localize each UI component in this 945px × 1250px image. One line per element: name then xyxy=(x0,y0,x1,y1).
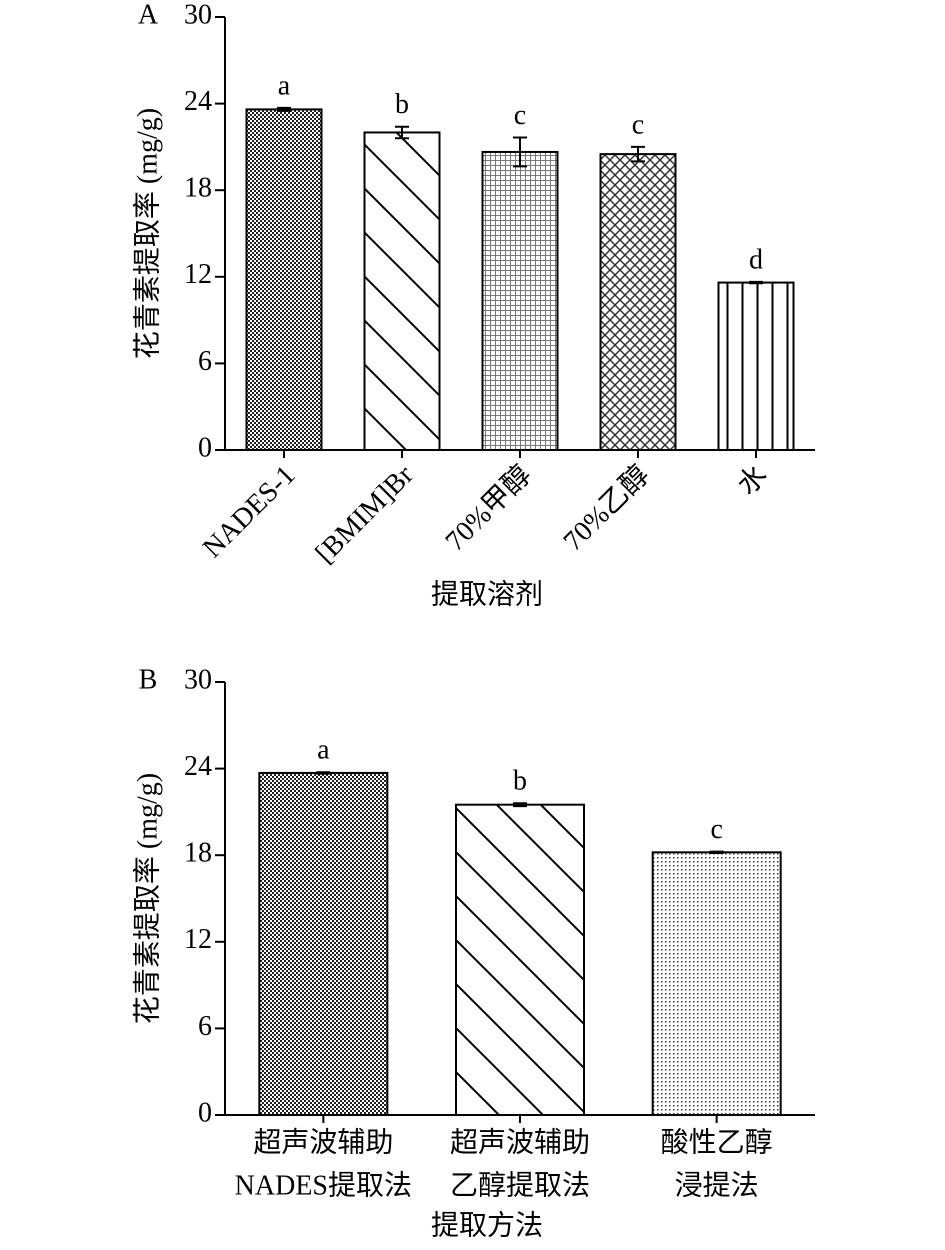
error-bar xyxy=(513,136,527,168)
y-tick-label: 0 xyxy=(198,432,212,463)
significance-letter: c xyxy=(514,100,526,131)
error-bar xyxy=(709,850,724,855)
y-tick-label: 30 xyxy=(184,664,212,695)
significance-letter: b xyxy=(395,89,409,120)
x-tick-label: 70%乙醇 xyxy=(557,459,656,558)
bar xyxy=(455,803,585,1117)
bar xyxy=(245,108,323,452)
x-axis-title: 提取方法 xyxy=(431,1209,543,1241)
significance-letter: c xyxy=(632,109,644,140)
x-tick-label: 酸性乙醇 xyxy=(661,1126,773,1158)
y-tick-label: 24 xyxy=(184,86,212,117)
significance-letter: a xyxy=(278,70,291,101)
y-tick-label: 6 xyxy=(198,346,212,377)
y-axis-title: 花青素提取率 (mg/g) xyxy=(131,108,163,359)
error-bar xyxy=(316,771,331,775)
y-tick-label: 0 xyxy=(198,1097,212,1128)
bar xyxy=(363,131,441,451)
x-tick-label: [BMIM]Br xyxy=(310,459,420,569)
error-bar xyxy=(395,125,409,140)
bar xyxy=(599,153,677,451)
y-axis-title: 花青素提取率 (mg/g) xyxy=(131,773,163,1024)
y-tick-label: 6 xyxy=(198,1011,212,1042)
bar xyxy=(717,281,795,451)
panel-label: A xyxy=(138,0,159,30)
x-tick-label: 超声波辅助 xyxy=(450,1126,590,1158)
x-tick-label: 水 xyxy=(731,459,773,501)
error-bar xyxy=(513,802,527,808)
x-tick-label: 浸提法 xyxy=(675,1169,759,1201)
y-tick-label: 18 xyxy=(184,173,212,204)
significance-letter: d xyxy=(749,244,763,275)
y-tick-label: 24 xyxy=(184,751,212,782)
x-tick-label: NADES提取法 xyxy=(235,1169,412,1201)
y-tick-label: 18 xyxy=(184,838,212,869)
significance-letter: c xyxy=(710,814,722,845)
error-bar xyxy=(631,145,645,163)
panel-label: B xyxy=(139,664,158,695)
x-tick-label: NADES-1 xyxy=(197,460,301,564)
bar xyxy=(481,150,559,451)
y-tick-label: 12 xyxy=(184,924,212,955)
bar xyxy=(651,851,782,1117)
y-tick-label: 30 xyxy=(184,0,212,30)
y-tick-label: 12 xyxy=(184,259,212,290)
error-bar xyxy=(277,106,291,112)
significance-letter: a xyxy=(317,735,330,766)
x-axis-title: 提取溶剂 xyxy=(431,578,543,610)
x-tick-label: 乙醇提取法 xyxy=(450,1169,590,1201)
error-bar xyxy=(749,280,763,285)
bar xyxy=(258,771,389,1116)
x-tick-label: 超声波辅助 xyxy=(253,1126,393,1158)
significance-letter: b xyxy=(513,766,527,797)
x-tick-label: 70%甲醇 xyxy=(439,459,538,558)
